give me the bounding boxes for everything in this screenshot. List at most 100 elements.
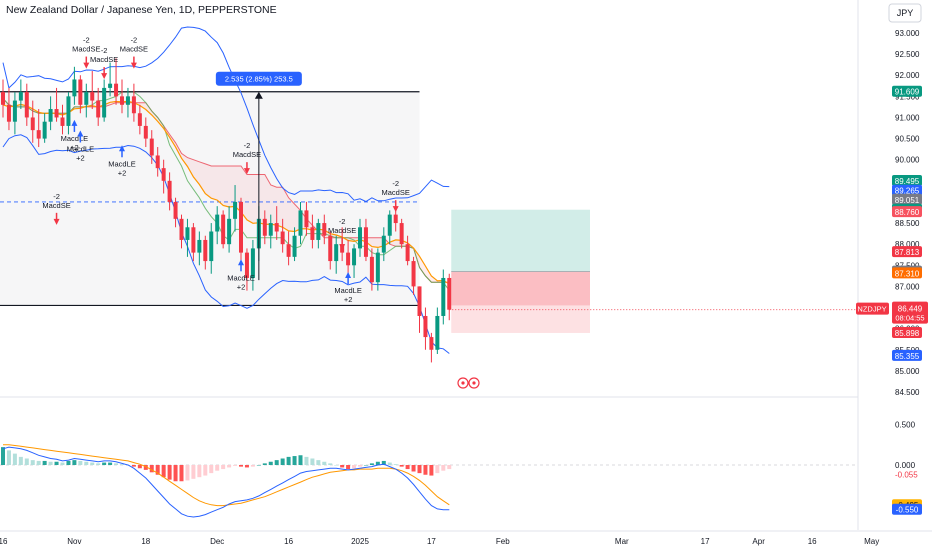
candle [54, 87, 59, 122]
macd-histogram-bar [30, 460, 35, 465]
candle-body [304, 210, 309, 228]
macd-histogram-bar [363, 465, 368, 466]
time-tick: 17 [701, 537, 710, 546]
candle-body [161, 168, 166, 181]
sell-arrow-icon [392, 206, 399, 213]
candle-body [60, 117, 65, 126]
candle-body [346, 252, 351, 266]
candle-body [274, 223, 279, 232]
price-tag: 85.355 [892, 349, 922, 361]
candle [30, 100, 35, 143]
candle [268, 214, 273, 249]
candle-body [286, 244, 291, 257]
price-tick: 90.500 [895, 135, 920, 144]
candle [137, 104, 142, 135]
macd-histogram-bar [316, 460, 321, 465]
macd-histogram-bar [262, 463, 267, 465]
signal-count: -2 [339, 217, 346, 226]
candle [334, 235, 339, 274]
candle [292, 227, 297, 262]
macd-histogram-bar [334, 465, 339, 466]
candle [1, 79, 5, 118]
ichimoku-cloud [2, 91, 450, 291]
price-tag-label: 89.051 [895, 196, 920, 205]
signal-label: MacdLE [108, 159, 136, 168]
macd-histogram-bar [393, 464, 398, 465]
price-tick: 93.000 [895, 29, 920, 38]
sell-arrow-icon [339, 244, 346, 251]
replay-dot-icon [472, 381, 476, 385]
price-tick: 90.000 [895, 156, 920, 165]
macd-histogram-bar [417, 465, 422, 474]
position-tool[interactable] [451, 209, 590, 333]
macd-histogram-bar [381, 460, 386, 465]
price-tag-bg [892, 246, 922, 258]
replay-dot-icon [461, 381, 465, 385]
candle-body [203, 239, 208, 262]
candle [358, 218, 362, 257]
macd-histogram-bar [120, 464, 124, 465]
candle-body [233, 201, 238, 219]
buy-arrow-icon [71, 119, 78, 126]
symbol-tag-label: NZDJPY [857, 305, 886, 314]
macd-histogram-bar [24, 458, 29, 465]
candle-body [137, 113, 142, 126]
range-box-fill [0, 91, 420, 306]
candle [149, 130, 154, 164]
candle [239, 197, 243, 266]
macd-histogram-bar [304, 456, 309, 465]
candle [322, 214, 327, 245]
price-tag-label: 91.609 [895, 88, 920, 97]
candle-body [435, 315, 440, 350]
measure-tool[interactable]: 2.535 (2.85%) 253.5 [215, 71, 480, 389]
time-axis[interactable]: 16Nov18Dec16202517FebMar17Apr16MayJun17 [0, 537, 932, 546]
price-tick: 85.000 [895, 367, 920, 376]
price-tag: 87.813 [892, 246, 922, 258]
candle-body [369, 256, 374, 283]
candle [417, 286, 422, 333]
candle [441, 269, 446, 325]
macd-histogram-bar [179, 465, 184, 482]
candle-body [155, 155, 160, 169]
time-tick: 18 [141, 537, 150, 546]
macd-histogram-bar [96, 463, 101, 465]
candle-body [114, 83, 119, 97]
currency-button[interactable]: JPY [888, 3, 922, 23]
macd-histogram-bar [78, 460, 83, 465]
price-tag-bg [892, 184, 922, 196]
price-tick: 91.000 [895, 113, 920, 122]
candle-body [352, 248, 357, 266]
bollinger-bands [2, 26, 450, 354]
macd-histogram-bar [423, 465, 428, 475]
candle [72, 66, 77, 105]
candle [161, 159, 166, 194]
signal-label: MacdSE [42, 201, 70, 210]
candle [221, 210, 226, 249]
price-tick: 88.000 [895, 240, 920, 249]
time-tick: 2025 [351, 537, 369, 546]
candle-body [375, 252, 380, 283]
price-tag-bg [892, 326, 922, 338]
signal-count: +2 [70, 143, 79, 152]
price-tick: 84.500 [895, 388, 920, 397]
buy-signal: MacdLE+2 [67, 130, 94, 162]
macd-tick: 0.500 [895, 420, 916, 429]
replay-icon [457, 377, 469, 389]
macd-histogram-bar [280, 458, 285, 465]
candle-body [298, 210, 303, 236]
candle-body [411, 261, 416, 287]
candle-body [1, 92, 5, 105]
price-axis[interactable]: 93.000 92.500 92.000 91.500 91.000 90.500 90.0… [0, 0, 932, 532]
sell-arrow-icon [101, 73, 108, 80]
price-tag-bg [892, 349, 922, 361]
candle [423, 307, 428, 350]
candle-body [215, 214, 220, 232]
time-tick: Mar [615, 537, 629, 546]
